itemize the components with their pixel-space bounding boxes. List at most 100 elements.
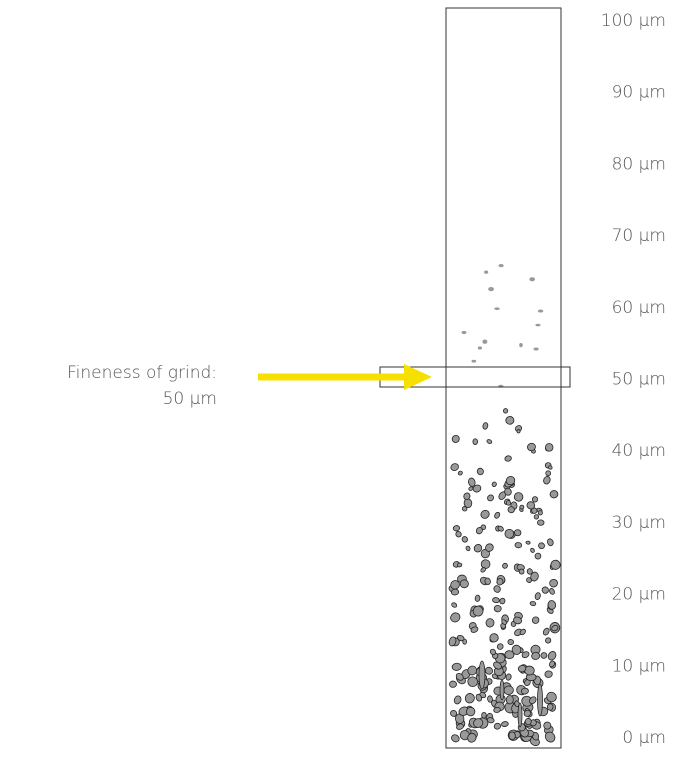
particle (524, 717, 532, 726)
particle (551, 624, 559, 632)
particle (549, 490, 559, 499)
scale-label: 90 µm (612, 83, 666, 103)
particle (450, 709, 458, 717)
particle (547, 651, 557, 661)
particle (491, 481, 497, 488)
particle (547, 538, 554, 547)
scale-labels: 100 µm 90 µm 80 µm 70 µm 60 µm 50 µm 40 µm 30 µ… (601, 11, 666, 748)
particle (544, 731, 556, 743)
particle (537, 519, 545, 526)
particle (450, 612, 461, 623)
particle (450, 588, 460, 596)
scale-label: 40 µm (612, 441, 666, 461)
particle (521, 651, 530, 659)
particle (535, 323, 541, 327)
particle (549, 588, 555, 595)
particle (465, 545, 471, 552)
particle (533, 347, 539, 351)
scale-label: 80 µm (612, 154, 666, 174)
particle (519, 504, 525, 510)
particle (451, 434, 460, 443)
particle (472, 484, 482, 493)
particle (456, 562, 463, 568)
particle (537, 683, 543, 717)
particle (482, 339, 488, 344)
particle (519, 343, 523, 348)
particle (530, 571, 539, 582)
particle (499, 679, 505, 701)
particle (498, 264, 504, 268)
particle (501, 721, 509, 727)
particle (533, 514, 540, 520)
particle (543, 476, 551, 485)
particle (544, 670, 553, 678)
particle (493, 706, 501, 713)
particle (455, 672, 464, 681)
particle (545, 443, 554, 452)
particle (480, 509, 490, 519)
particle (473, 544, 483, 553)
particle (499, 597, 506, 605)
particle (461, 330, 467, 335)
particle (486, 439, 493, 444)
particle (513, 616, 522, 625)
particles (448, 264, 561, 747)
particle (456, 634, 465, 642)
particle (545, 637, 552, 644)
particle (505, 695, 514, 705)
particle (504, 455, 512, 462)
particle (517, 702, 523, 728)
particle (461, 536, 468, 543)
scale-label: 20 µm (612, 585, 666, 605)
particle (534, 552, 542, 560)
particle (546, 691, 557, 703)
particle (537, 510, 543, 516)
particle (520, 687, 529, 695)
particle (476, 467, 484, 476)
particle (550, 559, 561, 570)
particle (487, 695, 493, 703)
arrow (258, 364, 432, 390)
particle (494, 511, 501, 519)
particle (456, 723, 464, 730)
particle (463, 492, 471, 500)
particle (548, 465, 553, 470)
particle (493, 604, 502, 613)
particle (492, 597, 500, 604)
particle (502, 562, 508, 569)
particle (472, 605, 484, 617)
scale-label: 0 µm (622, 728, 666, 748)
annotation-line1: Fineness of grind: (67, 363, 217, 383)
particle (527, 442, 536, 452)
particle (487, 494, 494, 502)
particle (468, 486, 474, 491)
particle (477, 346, 482, 350)
particle (451, 662, 462, 671)
particle (530, 547, 535, 553)
particle (531, 651, 541, 660)
particle (537, 309, 544, 313)
particle (529, 696, 537, 705)
particle (451, 734, 460, 743)
particle (459, 730, 470, 741)
particle (450, 580, 460, 590)
annotation-line2: 50 µm (163, 389, 217, 409)
particle (488, 287, 494, 292)
particle (508, 731, 516, 741)
particle (475, 693, 483, 702)
particle (505, 475, 516, 486)
particle (543, 721, 552, 730)
particle (497, 525, 504, 532)
particle (480, 567, 486, 573)
particle (526, 501, 536, 510)
scale-label: 100 µm (601, 11, 666, 31)
particle (485, 618, 495, 628)
particle (518, 568, 525, 575)
scale-label: 70 µm (612, 226, 666, 246)
particle (514, 542, 523, 549)
particle (511, 644, 522, 655)
particle (472, 438, 478, 445)
particle (505, 673, 512, 681)
particle (473, 718, 484, 728)
